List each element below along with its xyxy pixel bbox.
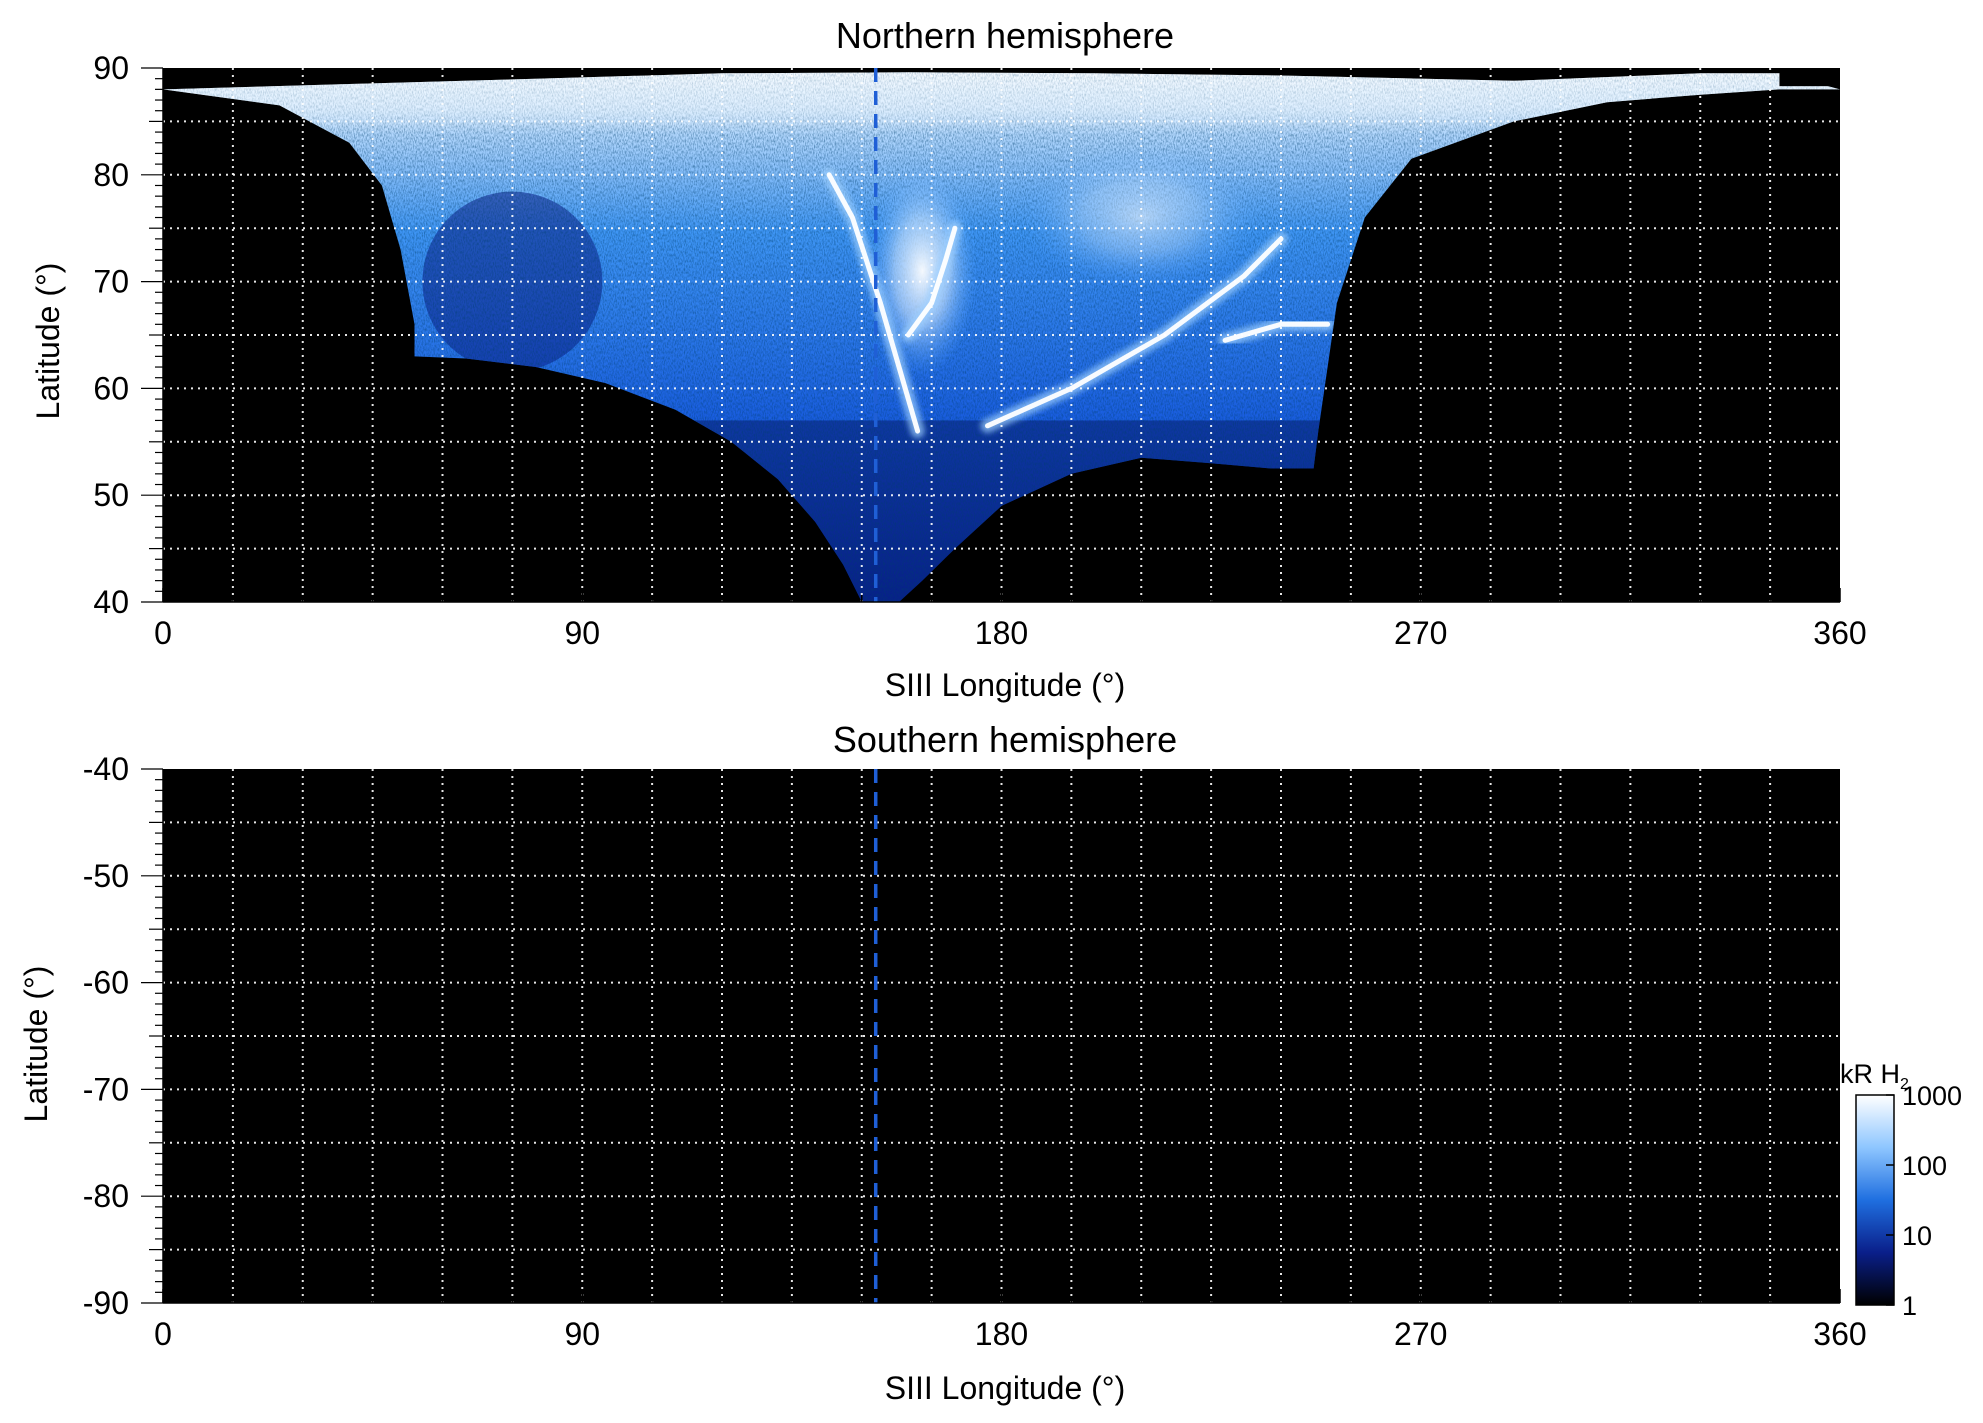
northern-y-tick-label: 50 (93, 477, 129, 513)
southern-x-tick-label: 270 (1394, 1316, 1447, 1352)
southern-x-tick-label: 90 (564, 1316, 600, 1352)
northern-x-tick-label: 270 (1394, 615, 1447, 651)
colorbar-ticks: 1 10 100 1000 (1886, 1081, 1962, 1321)
southern-grid (163, 769, 1840, 1303)
northern-y-tick-label: 60 (93, 370, 129, 406)
emission-corner-east (1779, 68, 1840, 87)
northern-y-tick-label: 90 (93, 50, 129, 86)
northern-x-tick-label: 180 (975, 615, 1028, 651)
colorbar-label-subscript: 2 (1900, 1076, 1909, 1093)
southern-y-tick-label: -50 (83, 858, 129, 894)
northern-x-tick-label: 360 (1813, 615, 1866, 651)
colorbar-tick-label: 1 (1902, 1291, 1917, 1321)
southern-y-tick-label: -40 (83, 751, 129, 787)
southern-x-tick-label: 360 (1813, 1316, 1866, 1352)
southern-title: Southern hemisphere (833, 719, 1177, 760)
southern-y-tick-label: -60 (83, 965, 129, 1001)
southern-y-tick-label: -90 (83, 1285, 129, 1321)
southern-x-axis-label: SIII Longitude (°) (885, 1370, 1125, 1406)
emission-dawn-glow (1021, 147, 1262, 288)
southern-x-tick-label: 0 (154, 1316, 172, 1352)
northern-x-tick-label: 0 (154, 615, 172, 651)
arc-bright_core (905, 225, 958, 338)
northern-title: Northern hemisphere (836, 15, 1174, 56)
colorbar-bar (1855, 1094, 1895, 1306)
northern-x-axis-label: SIII Longitude (°) (885, 667, 1125, 703)
colorbar-label: kR H2 (1840, 1059, 1909, 1093)
southern-y-tick-label: -70 (83, 1071, 129, 1107)
southern-panel: Southern hemisphere 0 90 180 270 360 -40 -50 -6… (18, 719, 1867, 1406)
southern-y-tick-label: -80 (83, 1178, 129, 1214)
colorbar-tick-label: 10 (1902, 1221, 1932, 1251)
arc-dusk_arc (1222, 321, 1331, 343)
colorbar-label-main: kR H (1840, 1059, 1900, 1089)
northern-y-tick-label: 40 (93, 584, 129, 620)
northern-x-tick-label: 90 (564, 615, 600, 651)
northern-y-axis-label: Latitude (°) (30, 263, 66, 420)
southern-x-tick-label: 180 (975, 1316, 1028, 1352)
northern-y-tick-label: 80 (93, 157, 129, 193)
southern-ticks: 0 90 180 270 360 -40 -50 -60 -70 -80 -90 (83, 751, 1867, 1352)
colorbar-tick-label: 1000 (1902, 1081, 1962, 1111)
northern-ticks: 0 90 180 270 360 40 50 60 70 80 90 (93, 50, 1866, 651)
emission-core-glow (867, 165, 978, 376)
southern-y-axis-label: Latitude (°) (18, 966, 54, 1123)
northern-y-tick-label: 70 (93, 264, 129, 300)
colorbar: kR H2 1 10 100 1000 (1840, 1059, 1962, 1321)
colorbar-tick-label: 100 (1902, 1151, 1947, 1181)
northern-grid (163, 68, 1840, 602)
northern-panel: Northern hemisphere SIII Longitude (°) L… (30, 15, 1867, 703)
